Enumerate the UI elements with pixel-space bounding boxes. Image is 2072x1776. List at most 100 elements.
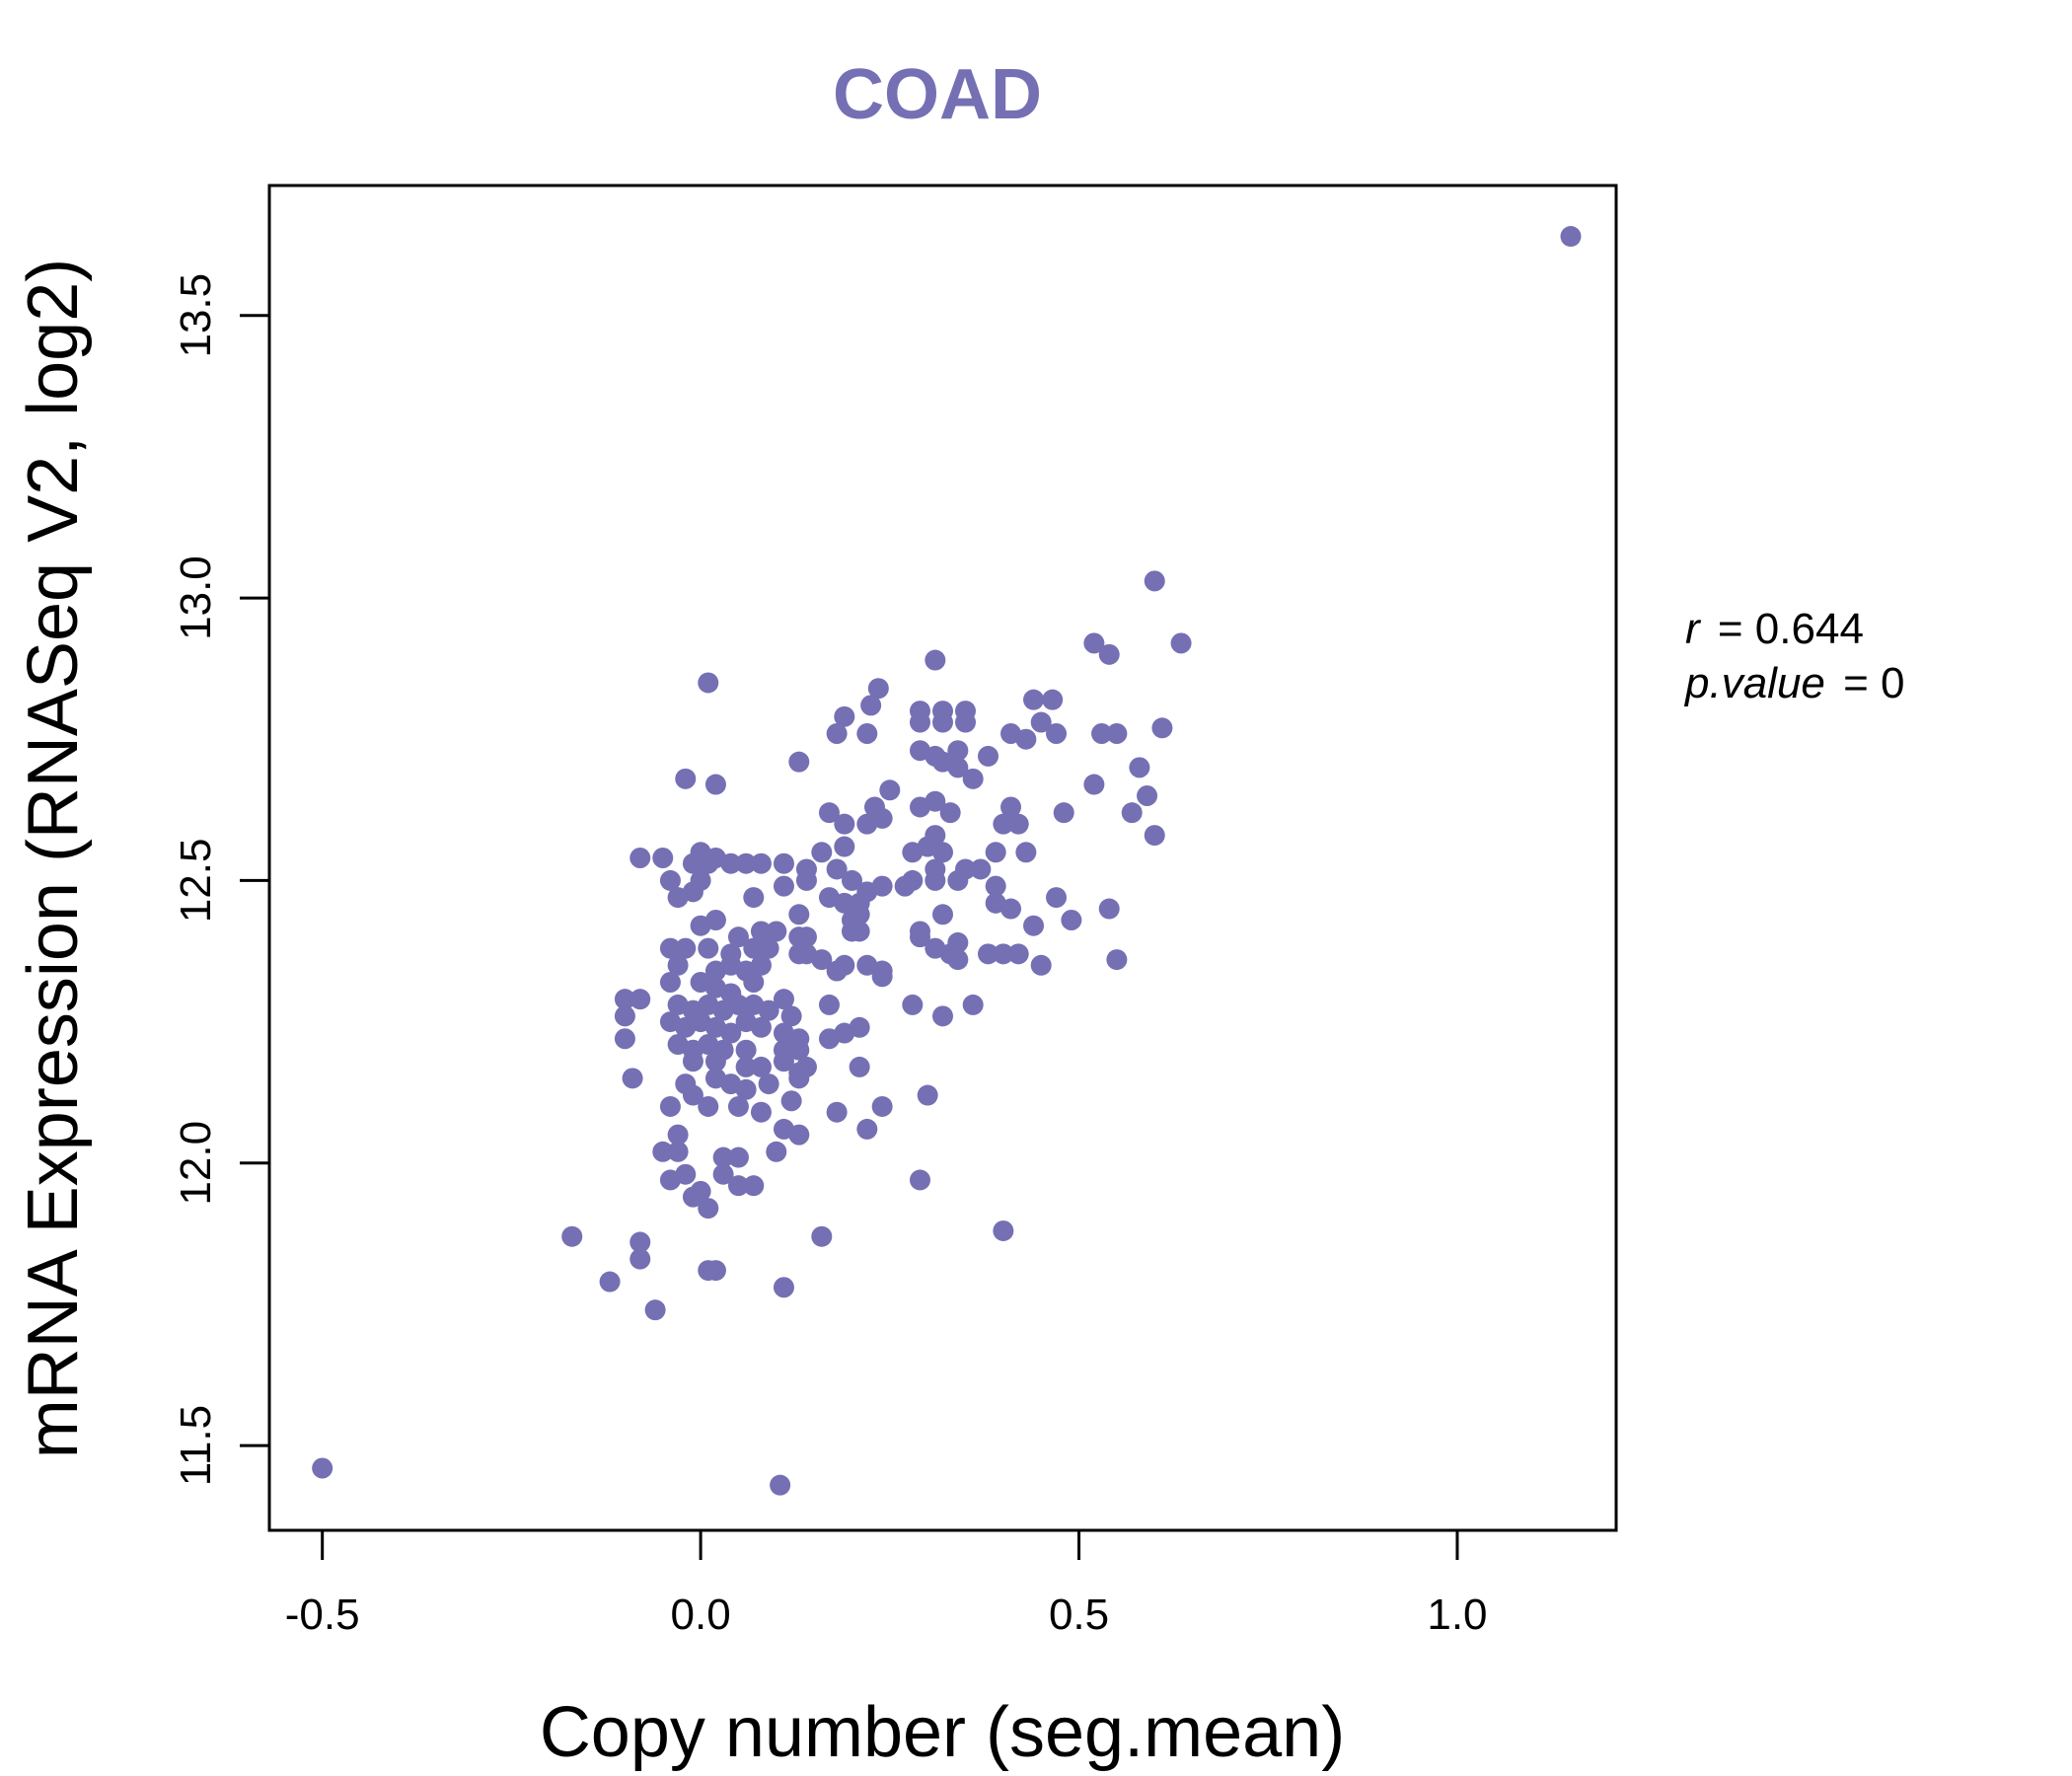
data-point <box>788 1039 810 1061</box>
data-point <box>1121 802 1143 824</box>
r-annotation: r = 0.644 <box>1685 605 1864 653</box>
p-label: p.value <box>1683 659 1825 707</box>
data-point <box>947 757 969 778</box>
y-tick-label: 12.0 <box>172 1121 220 1206</box>
data-point <box>834 892 855 914</box>
data-point <box>1560 226 1582 248</box>
data-point <box>1144 570 1165 592</box>
data-point <box>682 881 703 903</box>
data-point <box>614 989 635 1010</box>
data-point <box>780 1005 802 1027</box>
data-point <box>978 745 999 767</box>
data-point <box>860 695 882 716</box>
data-point <box>1042 689 1064 710</box>
y-axis-label: mRNA Expression (RNASeq V2, log2) <box>14 259 93 1458</box>
data-point <box>856 1118 878 1140</box>
data-point <box>750 1016 772 1038</box>
data-point <box>932 1005 953 1027</box>
data-point <box>667 1141 689 1162</box>
data-point <box>993 813 1014 835</box>
data-point <box>917 1084 938 1106</box>
data-point <box>795 926 817 948</box>
data-point <box>644 1299 666 1321</box>
data-point <box>758 937 779 959</box>
data-point <box>909 711 930 733</box>
data-point <box>1000 796 1022 818</box>
data-point <box>1151 717 1173 739</box>
data-point <box>947 869 969 891</box>
data-point <box>871 966 893 988</box>
data-point <box>788 904 810 925</box>
data-point <box>834 705 855 727</box>
data-point <box>675 768 697 789</box>
data-point <box>770 1474 791 1496</box>
data-point <box>727 1147 749 1168</box>
data-point <box>704 1260 726 1282</box>
data-point <box>788 751 810 773</box>
data-point <box>652 1141 674 1162</box>
data-point <box>735 1056 757 1077</box>
data-point <box>659 1095 681 1117</box>
data-point <box>675 1163 697 1185</box>
data-points <box>312 226 1582 1496</box>
r-value: = 0.644 <box>1718 605 1864 653</box>
data-point <box>743 1175 765 1197</box>
data-point <box>826 858 848 880</box>
r-label: r <box>1685 605 1702 653</box>
y-tick-label: 13.5 <box>172 273 220 358</box>
data-point <box>698 672 719 694</box>
data-point <box>909 926 930 948</box>
data-point <box>712 1147 734 1168</box>
data-point <box>675 937 697 959</box>
data-point <box>712 1163 734 1185</box>
data-point <box>932 904 953 925</box>
data-point <box>773 989 794 1010</box>
data-point <box>849 921 870 942</box>
data-point <box>932 842 953 863</box>
data-point <box>867 678 889 700</box>
data-point <box>743 971 765 993</box>
data-point <box>871 807 893 829</box>
data-point <box>1061 909 1082 930</box>
data-point <box>1091 723 1113 745</box>
data-point <box>698 1095 719 1117</box>
data-point <box>826 1101 848 1123</box>
data-point <box>1030 711 1052 733</box>
data-point <box>955 711 977 733</box>
data-point <box>1023 915 1045 936</box>
x-tick-label: 1.0 <box>1427 1591 1487 1639</box>
data-point <box>561 1225 583 1247</box>
data-point <box>614 1005 635 1027</box>
data-point <box>970 858 992 880</box>
data-point <box>704 1051 726 1073</box>
data-point <box>902 869 924 891</box>
x-tick-label: 0.0 <box>671 1591 731 1639</box>
data-point <box>652 848 674 868</box>
data-point <box>758 1073 779 1095</box>
p-value: = 0 <box>1843 659 1904 707</box>
data-point <box>788 1068 810 1089</box>
data-point <box>925 649 946 671</box>
data-point <box>947 949 969 971</box>
data-point <box>312 1457 333 1479</box>
data-point <box>682 1186 703 1208</box>
data-point <box>773 1277 794 1298</box>
data-point <box>750 921 772 942</box>
data-point <box>909 796 930 818</box>
data-point <box>811 1225 833 1247</box>
data-point <box>1000 898 1022 920</box>
data-point <box>856 723 878 745</box>
data-point <box>962 768 984 789</box>
data-point <box>704 774 726 795</box>
data-point <box>1106 949 1128 971</box>
data-point <box>902 842 924 863</box>
data-point <box>629 989 651 1010</box>
data-point <box>629 848 651 868</box>
data-point <box>834 813 855 835</box>
data-point <box>614 1028 635 1050</box>
data-point <box>766 1141 787 1162</box>
data-point <box>993 1220 1014 1241</box>
data-point <box>849 1016 870 1038</box>
data-point <box>743 937 765 959</box>
data-point <box>1106 723 1128 745</box>
